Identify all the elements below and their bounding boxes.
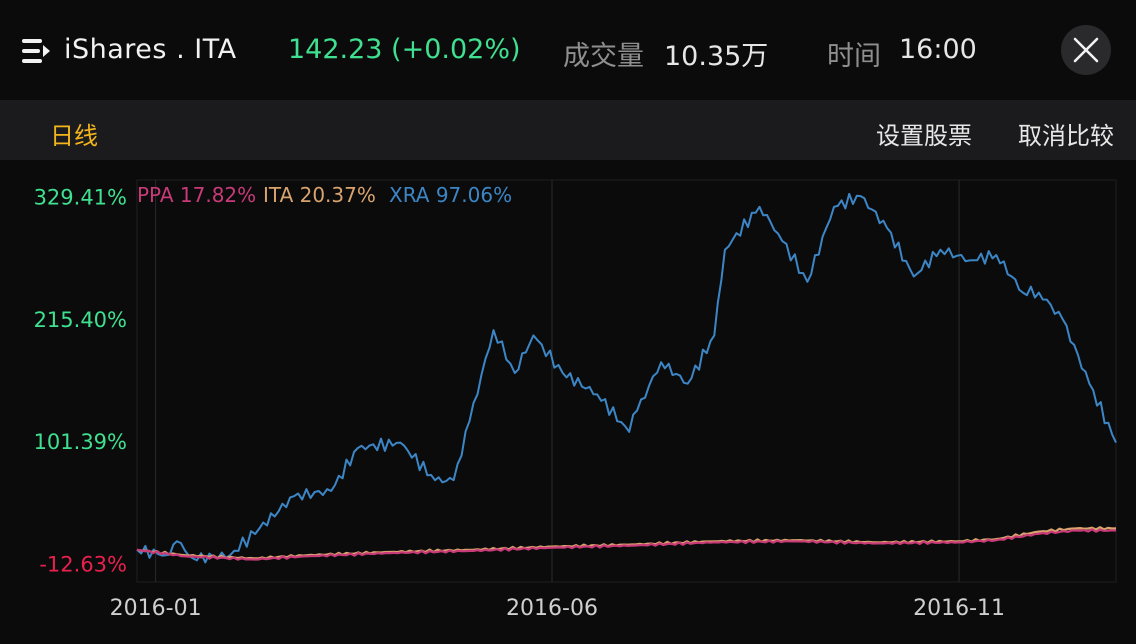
close-icon [1073, 37, 1099, 63]
cancel-compare-button[interactable]: 取消比较 [1018, 122, 1114, 150]
legend-ppa: PPA 17.82% [137, 183, 256, 207]
x-tick-label: 2016-01 [110, 596, 202, 621]
x-tick-label: 2016-11 [913, 596, 1005, 621]
legend-xra: XRA 97.06% [389, 183, 512, 207]
chart-area[interactable]: 2016-01 2016-06 2016-11 329.41% 215.40% 101.3… [0, 160, 1136, 640]
price-change: 142.23 (+0.02%) [288, 34, 521, 65]
time-value: 16:00 [899, 34, 977, 65]
ticker-title: iShares . ITA [64, 34, 237, 65]
tab-daily[interactable]: 日线 [50, 122, 98, 150]
set-stock-button[interactable]: 设置股票 [876, 122, 972, 150]
y-tick-label: 329.41% [34, 186, 127, 210]
series-line-ppa [136, 528, 1117, 561]
plot-frame [136, 179, 1117, 583]
time-label: 时间 [827, 41, 881, 72]
x-tick-label: 2016-06 [506, 596, 598, 621]
legend-ita: ITA 20.37% [263, 183, 376, 207]
toolbar [0, 100, 1136, 160]
y-tick-label: 215.40% [34, 308, 127, 332]
y-tick-label: -12.63% [39, 552, 127, 576]
series-line-xra [136, 192, 1117, 564]
volume-label: 成交量 [563, 41, 644, 72]
comparison-chart[interactable]: 2016-01 2016-06 2016-11 329.41% 215.40% 101.3… [0, 160, 1136, 640]
header-bar: iShares . ITA 142.23 (+0.02%) 成交量 10.35万… [0, 0, 1136, 100]
y-tick-label: 101.39% [34, 430, 127, 454]
volume-value: 10.35万 [664, 41, 769, 72]
menu-icon[interactable] [20, 35, 52, 67]
close-button[interactable] [1061, 25, 1111, 75]
